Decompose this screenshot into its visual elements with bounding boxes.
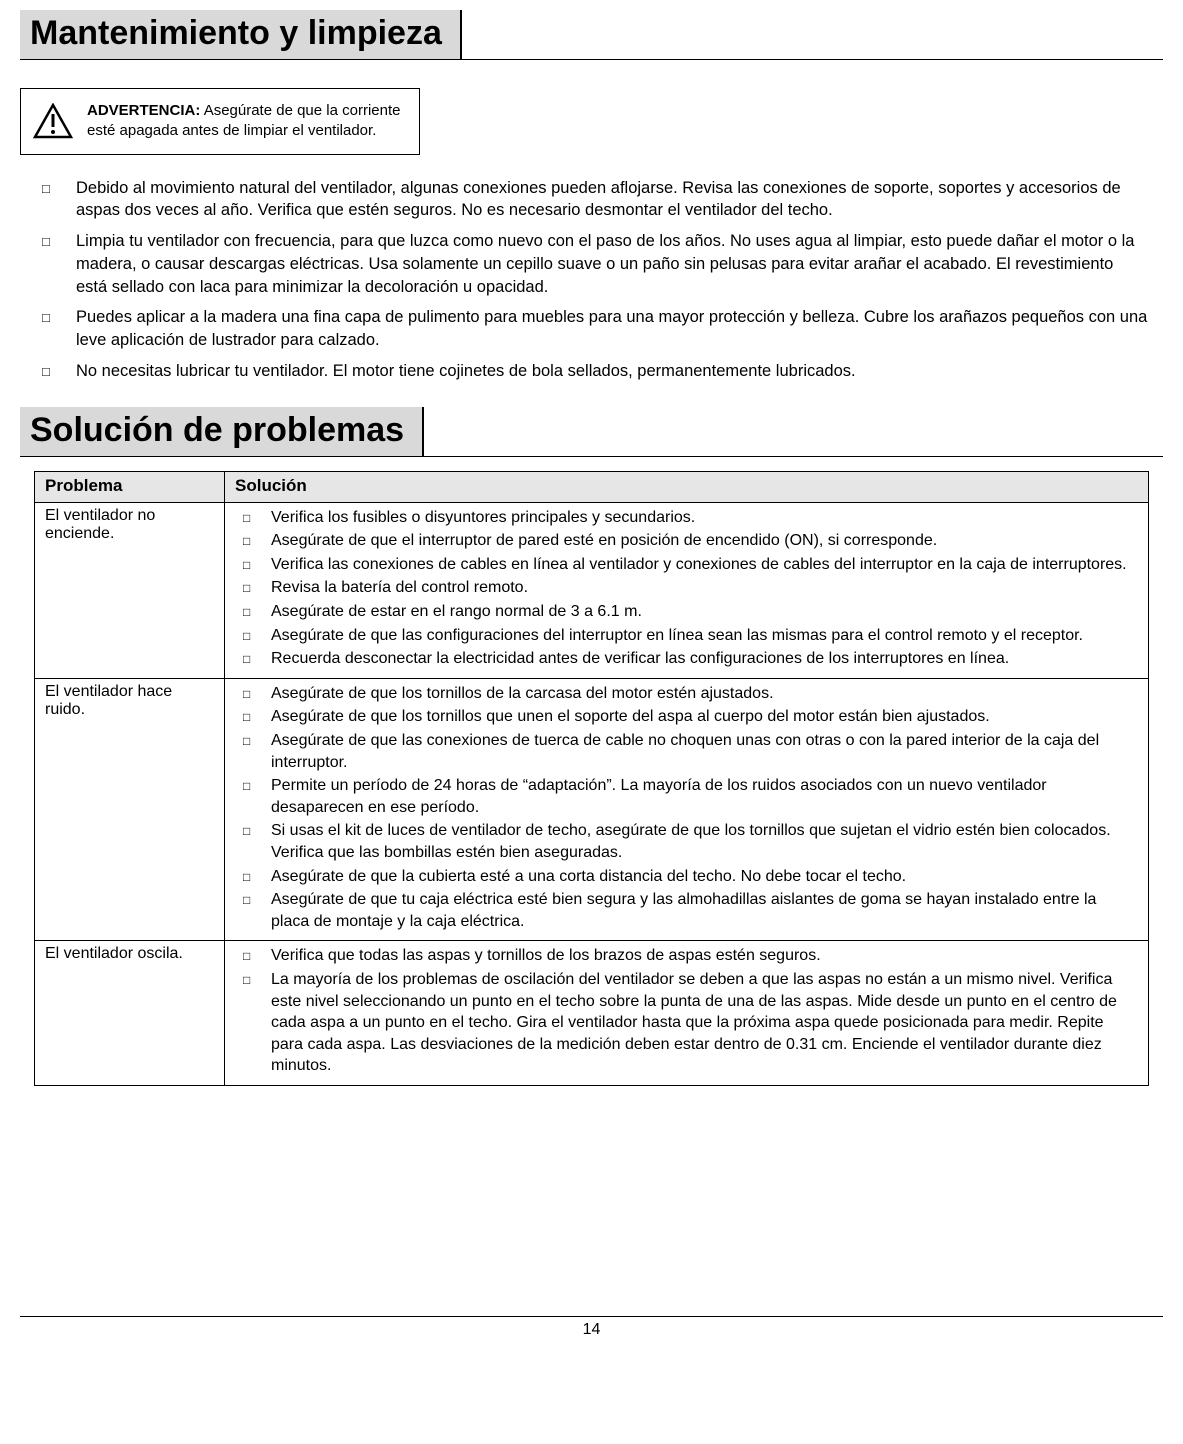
table-row: El ventilador no enciende. Verifica los … bbox=[35, 502, 1149, 678]
col-solution: Solución bbox=[225, 471, 1149, 502]
maintenance-bullet: No necesitas lubricar tu ventilador. El … bbox=[42, 360, 1149, 383]
solution-cell: Verifica los fusibles o disyuntores prin… bbox=[225, 502, 1149, 678]
solution-item: Verifica los fusibles o disyuntores prin… bbox=[235, 507, 1138, 529]
table-header-row: Problema Solución bbox=[35, 471, 1149, 502]
page-footer: 14 bbox=[20, 1316, 1163, 1339]
page-number: 14 bbox=[583, 1321, 601, 1338]
maintenance-bullet: Puedes aplicar a la madera una fina capa… bbox=[42, 306, 1149, 352]
solution-item: Asegúrate de que el interruptor de pared… bbox=[235, 530, 1138, 552]
solution-item: Verifica las conexiones de cables en lín… bbox=[235, 554, 1138, 576]
solution-item: Verifica que todas las aspas y tornillos… bbox=[235, 945, 1138, 967]
solution-item: Asegúrate de que las configuraciones del… bbox=[235, 625, 1138, 647]
solution-item: Permite un período de 24 horas de “adapt… bbox=[235, 775, 1138, 818]
maintenance-bullet: Limpia tu ventilador con frecuencia, par… bbox=[42, 230, 1149, 298]
problem-cell: El ventilador no enciende. bbox=[35, 502, 225, 678]
warning-label: ADVERTENCIA: bbox=[87, 102, 200, 119]
troubleshooting-section-header: Solución de problemas bbox=[20, 407, 1163, 457]
solution-item: Revisa la batería del control remoto. bbox=[235, 577, 1138, 599]
warning-box: ADVERTENCIA: Asegúrate de que la corrien… bbox=[20, 88, 420, 155]
problem-cell: El ventilador hace ruido. bbox=[35, 678, 225, 941]
solution-item: Recuerda desconectar la electricidad ant… bbox=[235, 648, 1138, 670]
header-spacer bbox=[424, 407, 1163, 456]
warning-icon bbox=[33, 103, 73, 139]
solution-item: Asegúrate de estar en el rango normal de… bbox=[235, 601, 1138, 623]
solution-item: Asegúrate de que la cubierta esté a una … bbox=[235, 866, 1138, 888]
solution-item: Asegúrate de que los tornillos que unen … bbox=[235, 706, 1138, 728]
maintenance-bullet: Debido al movimiento natural del ventila… bbox=[42, 177, 1149, 223]
solution-item: Asegúrate de que los tornillos de la car… bbox=[235, 683, 1138, 705]
solution-cell: Verifica que todas las aspas y tornillos… bbox=[225, 941, 1149, 1086]
maintenance-title: Mantenimiento y limpieza bbox=[20, 10, 462, 59]
solution-item: Asegúrate de que tu caja eléctrica esté … bbox=[235, 889, 1138, 932]
header-spacer bbox=[462, 10, 1163, 59]
troubleshooting-table: Problema Solución El ventilador no encie… bbox=[34, 471, 1149, 1086]
solution-item: Asegúrate de que las conexiones de tuerc… bbox=[235, 730, 1138, 773]
solution-item: La mayoría de los problemas de oscilació… bbox=[235, 969, 1138, 1077]
problem-cell: El ventilador oscila. bbox=[35, 941, 225, 1086]
solution-cell: Asegúrate de que los tornillos de la car… bbox=[225, 678, 1149, 941]
troubleshooting-title: Solución de problemas bbox=[20, 407, 424, 456]
solution-list: Asegúrate de que los tornillos de la car… bbox=[235, 683, 1138, 933]
maintenance-section-header: Mantenimiento y limpieza bbox=[20, 10, 1163, 60]
solution-list: Verifica que todas las aspas y tornillos… bbox=[235, 945, 1138, 1077]
solution-list: Verifica los fusibles o disyuntores prin… bbox=[235, 507, 1138, 670]
table-row: El ventilador hace ruido. Asegúrate de q… bbox=[35, 678, 1149, 941]
col-problem: Problema bbox=[35, 471, 225, 502]
solution-item: Si usas el kit de luces de ventilador de… bbox=[235, 820, 1138, 863]
warning-text: ADVERTENCIA: Asegúrate de que la corrien… bbox=[87, 101, 405, 142]
table-row: El ventilador oscila. Verifica que todas… bbox=[35, 941, 1149, 1086]
maintenance-bullets: Debido al movimiento natural del ventila… bbox=[42, 177, 1149, 383]
